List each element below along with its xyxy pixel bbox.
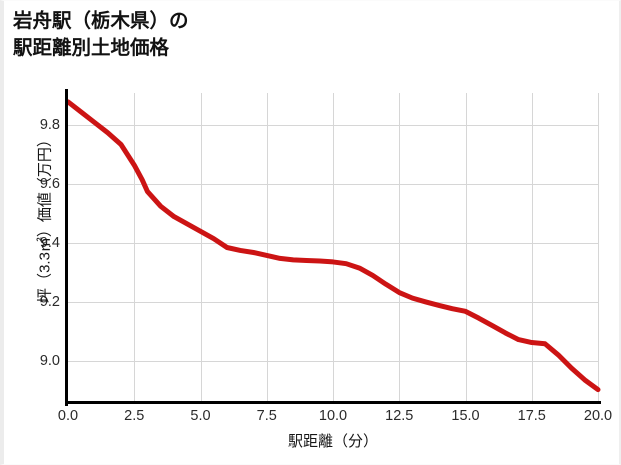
x-tick-label: 0.0: [57, 408, 79, 424]
x-tick-label: 5.0: [190, 408, 211, 424]
x-tick-label: 20.0: [583, 408, 613, 424]
line-series-svg: [65, 99, 601, 393]
y-tick-label: 9.4: [39, 235, 60, 252]
x-tick-label: 10.0: [318, 408, 348, 424]
x-axis-tick-labels: 0.0 2.5 5.0 7.5 10.0 12.5 15.0 17.5 20.0: [58, 408, 612, 430]
x-tick-label: 2.5: [124, 408, 145, 424]
x-tick-label: 12.5: [385, 408, 414, 424]
gridline-vertical: [465, 93, 467, 402]
gridline-vertical: [200, 93, 202, 402]
gridline-vertical: [399, 93, 401, 402]
land-price-line: [65, 99, 601, 393]
x-tick-label: 17.5: [517, 408, 546, 424]
x-axis-title: 駅距離（分）: [287, 433, 378, 450]
x-tick-label: 15.0: [451, 408, 480, 424]
gridline-vertical: [134, 93, 136, 402]
plot-area: [65, 93, 601, 402]
x-tick-label: 7.5: [256, 408, 277, 424]
gridline-vertical: [598, 93, 599, 402]
gridline-vertical: [333, 93, 334, 402]
gridline-vertical: [531, 93, 533, 402]
y-axis-spine: [65, 89, 68, 406]
page-title: 岩舟駅（栃木県）の 駅距離別土地価格: [13, 10, 189, 59]
y-tick-label: 9.6: [39, 176, 60, 193]
y-tick-label: 9.8: [39, 117, 60, 134]
y-axis-title: 坪（3.3㎡）価値（万円）: [36, 132, 54, 303]
y-axis-tick-labels: 9.0 9.2 9.4 9.6 9.8: [0, 93, 60, 402]
gridline-vertical: [266, 93, 268, 402]
y-tick-label: 9.0: [39, 352, 60, 369]
y-tick-label: 9.2: [39, 293, 60, 310]
x-axis-spine: [65, 401, 601, 404]
